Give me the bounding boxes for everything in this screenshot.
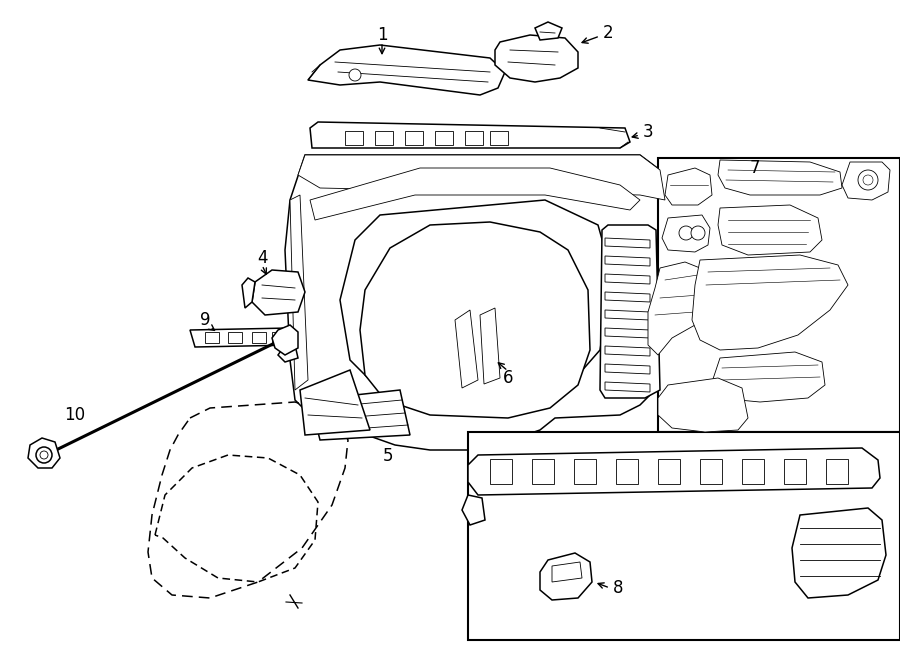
Polygon shape <box>792 508 886 598</box>
Polygon shape <box>310 122 630 148</box>
Polygon shape <box>662 215 710 252</box>
Polygon shape <box>462 495 485 525</box>
Bar <box>658 158 900 432</box>
Polygon shape <box>310 390 410 440</box>
Text: 5: 5 <box>382 447 393 465</box>
Polygon shape <box>495 35 578 82</box>
Polygon shape <box>468 448 880 495</box>
Polygon shape <box>278 345 298 362</box>
Circle shape <box>691 226 705 240</box>
Polygon shape <box>435 131 453 145</box>
Polygon shape <box>308 45 505 95</box>
Polygon shape <box>242 278 255 308</box>
Polygon shape <box>842 162 890 200</box>
Circle shape <box>349 69 361 81</box>
Polygon shape <box>465 131 483 145</box>
Polygon shape <box>360 222 590 418</box>
Polygon shape <box>285 155 665 450</box>
Polygon shape <box>290 195 308 390</box>
Circle shape <box>467 253 473 258</box>
Circle shape <box>858 170 878 190</box>
Circle shape <box>36 447 52 463</box>
Text: 6: 6 <box>503 369 513 387</box>
Circle shape <box>517 302 523 308</box>
Polygon shape <box>605 382 650 392</box>
Polygon shape <box>205 332 219 343</box>
Polygon shape <box>826 459 848 484</box>
Polygon shape <box>340 200 612 412</box>
Polygon shape <box>605 310 650 320</box>
Polygon shape <box>718 160 842 195</box>
Text: 1: 1 <box>377 26 387 44</box>
Text: 2: 2 <box>603 24 613 42</box>
Polygon shape <box>718 205 822 255</box>
Polygon shape <box>605 364 650 374</box>
Polygon shape <box>335 402 372 421</box>
Polygon shape <box>345 131 363 145</box>
Polygon shape <box>532 459 554 484</box>
Polygon shape <box>405 131 423 145</box>
Polygon shape <box>298 155 665 200</box>
Text: 7: 7 <box>750 159 760 177</box>
Circle shape <box>453 238 537 322</box>
Polygon shape <box>605 346 650 356</box>
Polygon shape <box>540 553 592 600</box>
Polygon shape <box>600 225 660 398</box>
Polygon shape <box>784 459 806 484</box>
Polygon shape <box>605 274 650 284</box>
Polygon shape <box>552 562 582 582</box>
Circle shape <box>517 253 523 258</box>
Polygon shape <box>310 168 640 220</box>
Polygon shape <box>742 459 764 484</box>
Polygon shape <box>375 131 393 145</box>
Polygon shape <box>648 262 705 355</box>
Polygon shape <box>480 308 500 384</box>
Polygon shape <box>272 332 286 343</box>
Bar <box>468 432 900 640</box>
Polygon shape <box>605 292 650 302</box>
Polygon shape <box>490 459 512 484</box>
Polygon shape <box>712 352 825 402</box>
Circle shape <box>467 252 523 308</box>
Polygon shape <box>692 255 848 350</box>
Polygon shape <box>300 370 370 435</box>
Polygon shape <box>616 459 638 484</box>
Text: 9: 9 <box>200 311 211 329</box>
Circle shape <box>863 175 873 185</box>
Polygon shape <box>252 270 305 315</box>
Text: 3: 3 <box>643 123 653 141</box>
Polygon shape <box>700 459 722 484</box>
Polygon shape <box>190 328 295 347</box>
Text: 10: 10 <box>65 406 86 424</box>
Circle shape <box>40 451 48 459</box>
Circle shape <box>467 302 473 308</box>
Polygon shape <box>272 325 298 355</box>
Polygon shape <box>605 238 650 248</box>
Polygon shape <box>658 378 748 432</box>
Polygon shape <box>28 438 60 468</box>
Polygon shape <box>535 22 562 40</box>
Text: 8: 8 <box>613 579 623 597</box>
Polygon shape <box>574 459 596 484</box>
Polygon shape <box>252 332 266 343</box>
Polygon shape <box>658 459 680 484</box>
Text: 4: 4 <box>256 249 267 267</box>
Circle shape <box>679 226 693 240</box>
Polygon shape <box>605 256 650 266</box>
Polygon shape <box>665 168 712 205</box>
Polygon shape <box>455 310 478 388</box>
Polygon shape <box>228 332 242 343</box>
Polygon shape <box>605 328 650 338</box>
Polygon shape <box>490 131 508 145</box>
Circle shape <box>487 272 503 288</box>
